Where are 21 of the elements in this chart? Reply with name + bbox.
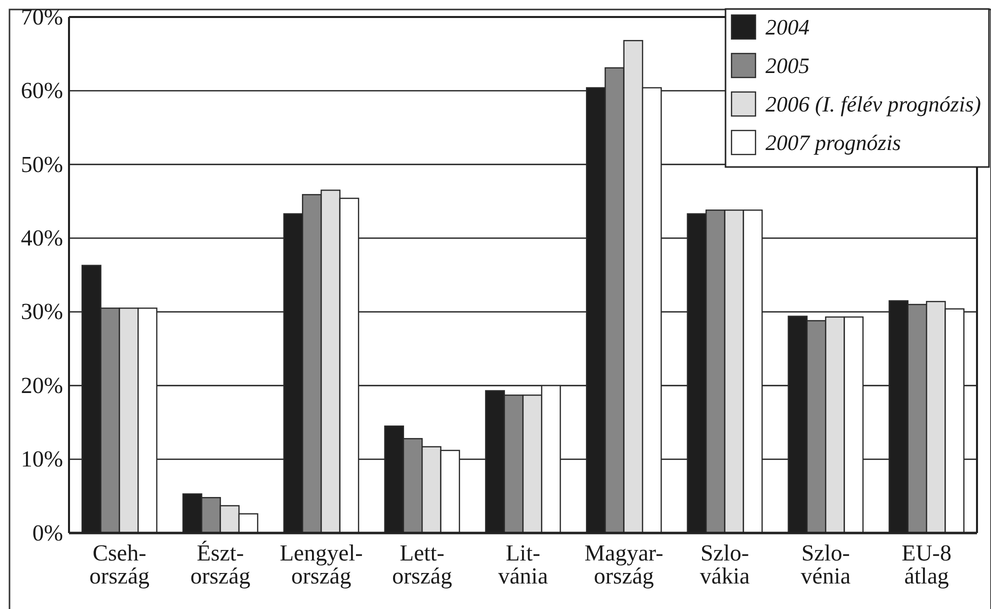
x-tick-label: Lett- ország bbox=[392, 540, 453, 589]
x-tick-label: Szlo- vénia bbox=[800, 540, 851, 589]
legend-label: 2005 bbox=[766, 53, 810, 78]
y-tick-label: 60% bbox=[20, 78, 63, 104]
y-tick-label: 30% bbox=[20, 299, 63, 324]
y-tick-label: 10% bbox=[20, 446, 63, 472]
legend-label: 2004 bbox=[766, 14, 810, 40]
x-tick-label: EU-8 átlag bbox=[902, 540, 952, 589]
x-tick-label: Észt- ország bbox=[190, 540, 251, 589]
x-tick-label: Szlo- vákia bbox=[700, 540, 750, 589]
x-tick-label: Magyar- ország bbox=[584, 540, 664, 589]
x-tick-label: Lit- vánia bbox=[498, 540, 548, 589]
x-tick-label: Cseh- ország bbox=[89, 540, 150, 589]
legend-label: 2007 prognózis bbox=[766, 130, 901, 156]
y-tick-label: 70% bbox=[20, 4, 63, 30]
x-tick-label: Lengyel- ország bbox=[280, 540, 363, 589]
y-tick-label: 50% bbox=[20, 152, 63, 177]
y-tick-label: 20% bbox=[20, 372, 63, 398]
y-tick-label: 40% bbox=[20, 226, 63, 251]
legend-label: 2006 (I. félév prognózis) bbox=[766, 92, 981, 117]
y-tick-label: 0% bbox=[32, 520, 63, 546]
